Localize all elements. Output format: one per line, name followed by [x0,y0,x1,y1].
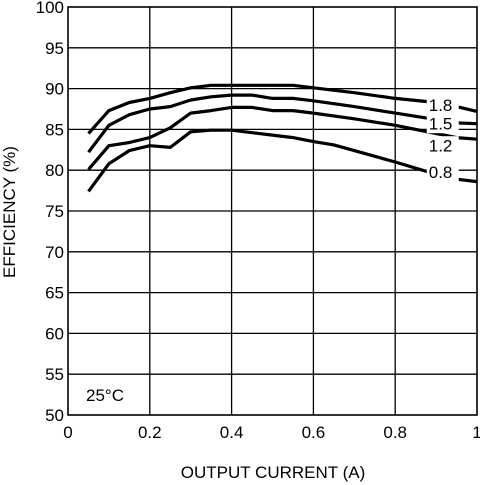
x-tick-label: 0.8 [383,423,407,442]
y-tick-label: 50 [45,406,64,425]
grid [68,7,477,415]
x-tick-labels: 0 0.2 0.4 0.6 0.8 1 [63,423,480,442]
plot-frame [67,6,478,416]
y-tick-label: 75 [45,202,64,221]
y-tick-label: 60 [45,324,64,343]
series-lines [87,83,478,193]
series-label-bg [426,95,459,115]
series-label-1-5: 1.5 [429,115,453,134]
series-label-1-8: 1.8 [429,96,453,115]
series-label-1-2: 1.2 [429,137,453,156]
y-tick-label: 100 [36,0,64,17]
series-label-bg [426,162,459,182]
y-tick-labels: 50 55 60 65 70 75 80 85 90 95 100 [36,0,64,425]
y-axis-title: EFFICIENCY (%) [0,146,19,278]
x-tick-label: 1 [472,423,480,442]
series-line-1-8 [87,83,478,135]
y-tick-label: 65 [45,284,64,303]
x-axis-title: OUTPUT CURRENT (A) [181,463,366,482]
x-tick-label: 0.6 [302,423,326,442]
series-label-0-8: 0.8 [429,163,453,182]
series-line-1-2 [87,105,478,171]
y-tick-label: 70 [45,243,64,262]
y-tick-label: 80 [45,161,64,180]
plot-border [67,6,478,416]
series-label-bg [426,136,459,156]
x-tick-label: 0.4 [220,423,244,442]
x-tick-label: 0.2 [138,423,162,442]
series-labels: 1.81.5 1.2 0.8 [426,95,459,182]
series-line-0-8 [87,128,478,193]
y-tick-label: 90 [45,80,64,99]
y-tick-label: 85 [45,120,64,139]
x-tick-label: 0 [63,423,72,442]
series-line-1-5 [87,93,478,154]
y-tick-label: 55 [45,365,64,384]
series-label-bg [426,114,459,134]
y-tick-label: 95 [45,39,64,58]
temperature-annotation: 25°C [86,386,124,405]
